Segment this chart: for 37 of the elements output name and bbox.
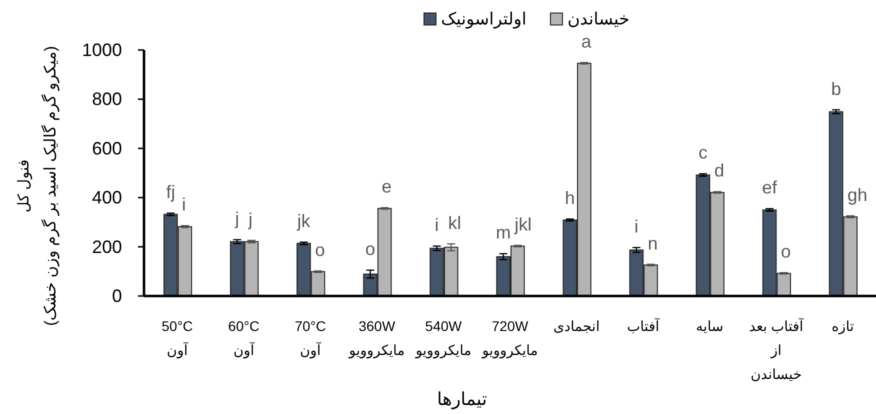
data-label: jkl [514, 214, 532, 234]
x-tick-label: آفتاب [626, 317, 660, 334]
data-label: d [714, 160, 724, 181]
x-tick-label: تازه [832, 318, 854, 335]
data-label: e [382, 176, 392, 197]
data-label: ef [762, 178, 778, 198]
y-tick-label: 800 [92, 89, 122, 110]
data-label: fj [166, 182, 176, 202]
data-label: c [698, 142, 708, 163]
y-tick-label: 400 [92, 188, 122, 208]
data-label: j [234, 208, 240, 229]
y-tick-label: 600 [92, 138, 122, 158]
data-label: o [365, 239, 376, 260]
legend-label: خیساندن [567, 10, 630, 28]
x-tick-label: آفتاب بعد از خیساندن [749, 317, 804, 382]
data-label: n [648, 233, 658, 254]
y-tick-label: 1000 [82, 40, 122, 60]
data-label: o [780, 242, 791, 262]
y-tick-label: 0 [112, 286, 122, 306]
data-label: jk [296, 211, 312, 232]
data-label: a [581, 32, 592, 52]
data-label: gh [847, 184, 868, 205]
x-axis-title: تیمارها [436, 389, 488, 410]
data-label: o [315, 240, 326, 260]
data-label: h [564, 188, 575, 208]
data-label: kl [448, 212, 462, 233]
x-tick-label: انجمادی [553, 318, 600, 334]
data-label: i [182, 194, 186, 215]
data-label: m [496, 222, 511, 243]
data-label: j [247, 209, 252, 230]
x-tick-label: سایه [696, 318, 724, 334]
data-label: i [634, 216, 638, 237]
data-label: b [831, 78, 842, 99]
y-axis-title: فنول کل (میکرو گرم گالیک اسید بر گرم وزن خشک) [16, 46, 60, 326]
legend-label: اولتراسونیک [441, 10, 526, 30]
data-label: i [434, 215, 439, 236]
y-tick-label: 200 [92, 236, 122, 257]
